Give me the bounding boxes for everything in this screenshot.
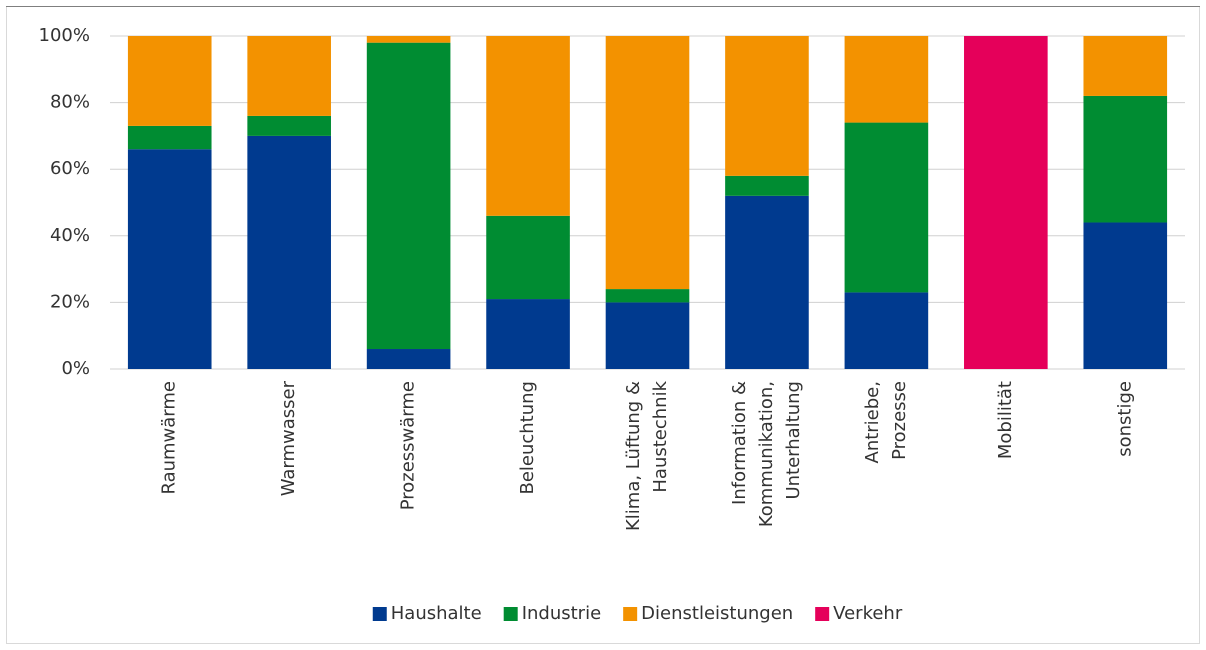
bar-segment xyxy=(605,302,690,369)
bar-segment xyxy=(366,349,451,369)
y-tick-label: 60% xyxy=(50,158,90,179)
bar-segment xyxy=(247,135,331,369)
x-tick-label: Information & xyxy=(729,381,750,505)
bar-segment xyxy=(844,122,929,293)
x-tick-label: Prozesswärme xyxy=(398,381,419,510)
x-tick-label: Haustechnik xyxy=(650,380,671,492)
bar-segment xyxy=(366,42,451,350)
bar-segment xyxy=(725,175,809,196)
y-tick-label: 20% xyxy=(50,291,90,312)
legend-swatch xyxy=(372,607,387,621)
x-tick-label: Prozesse xyxy=(889,381,910,460)
y-tick-label: 80% xyxy=(50,92,90,113)
bar-segment xyxy=(486,215,570,300)
bar-segment xyxy=(605,36,690,290)
legend-label: Industrie xyxy=(522,603,601,624)
x-tick-label: Unterhaltung xyxy=(783,381,804,500)
bar-segment xyxy=(1083,36,1168,96)
bar-segment xyxy=(486,36,570,216)
legend-label: Dienstleistungen xyxy=(641,603,793,624)
y-tick-label: 40% xyxy=(50,225,90,246)
y-tick-label: 0% xyxy=(61,358,90,379)
bar-segment xyxy=(844,36,929,123)
bar-segment xyxy=(725,195,809,369)
x-tick-label: Mobilität xyxy=(995,381,1016,459)
bar-segment xyxy=(844,292,929,369)
bar-segment xyxy=(725,36,809,176)
legend-swatch xyxy=(623,607,638,621)
x-tick-label: sonstige xyxy=(1114,381,1135,457)
bar-segment xyxy=(964,36,1048,369)
bar-segment xyxy=(605,289,690,303)
x-tick-label: Klima, Lüftung & xyxy=(623,381,644,531)
bar-segment xyxy=(127,149,212,369)
bar-segment xyxy=(486,299,570,369)
bar-segment xyxy=(127,36,212,126)
legend-swatch xyxy=(503,607,518,621)
bar-segment xyxy=(1083,95,1168,223)
x-tick-label: Raumwärme xyxy=(159,381,180,495)
bar-segment xyxy=(247,115,331,136)
legend-label: Haushalte xyxy=(391,603,482,624)
legend-label: Verkehr xyxy=(833,603,903,624)
x-tick-label: Warmwasser xyxy=(278,380,299,496)
bar-segment xyxy=(127,125,212,150)
legend: Haushalte Industrie Dienstleistungen Verkeh… xyxy=(372,603,903,624)
bar-segment xyxy=(1083,222,1168,369)
bar-segment xyxy=(366,36,451,43)
x-tick-label: Kommunikation, xyxy=(756,381,777,527)
x-tick-label: Beleuchtung xyxy=(517,381,538,495)
x-tick-label: Antriebe, xyxy=(862,381,883,463)
legend-swatch xyxy=(815,607,830,621)
bar-segment xyxy=(247,36,331,116)
y-tick-label: 100% xyxy=(39,25,90,46)
